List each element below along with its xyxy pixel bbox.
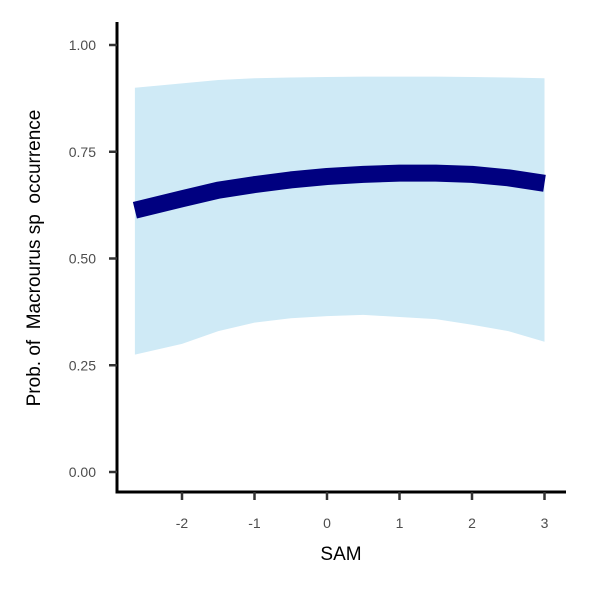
x-tick-label: -1 — [248, 515, 261, 531]
y-tick-label: 0.50 — [69, 251, 96, 267]
x-tick-label: 2 — [468, 515, 476, 531]
y-tick-label: 1.00 — [69, 37, 96, 53]
fitted-line — [132, 164, 546, 219]
y-axis-title: Prob. of Macrourus sp occurrence — [24, 110, 45, 407]
x-tick-label: 1 — [396, 515, 404, 531]
y-tick-label: 0.75 — [69, 144, 96, 160]
confidence-ribbon — [134, 76, 545, 355]
x-tick-label: 0 — [323, 515, 331, 531]
y-tick-label: 0.25 — [69, 357, 96, 373]
x-axis-title: SAM — [320, 544, 361, 565]
x-tick-label: -2 — [176, 515, 189, 531]
y-tick-label: 0.00 — [69, 464, 96, 480]
x-tick-label: 3 — [541, 515, 549, 531]
